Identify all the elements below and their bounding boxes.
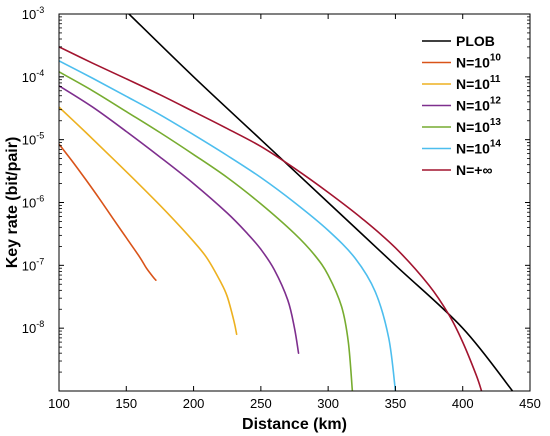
ticks-layer: 100 150 200 250 300 350 400 450 10-8 10-7 10-6 10-5… <box>22 5 541 411</box>
y-tick-label: 10-4 <box>22 68 44 85</box>
series-layer <box>59 14 514 391</box>
legend-label: N=1010 <box>456 53 501 71</box>
legend-label: N=1013 <box>456 117 501 135</box>
x-axis-title: Distance (km) <box>242 416 347 433</box>
x-tick-label: 300 <box>317 396 339 411</box>
x-tick-label: 400 <box>452 396 474 411</box>
legend-label: N=+∞ <box>456 162 492 178</box>
series-line-5 <box>59 59 397 391</box>
y-tick-label: 10-7 <box>22 256 44 273</box>
y-tick-label: 10-5 <box>22 131 44 148</box>
x-tick-label: 450 <box>519 396 541 411</box>
series-line-3 <box>59 85 300 354</box>
legend-label: N=1014 <box>456 139 501 157</box>
y-tick-label: 10-8 <box>22 319 44 336</box>
series-line-0 <box>128 14 514 391</box>
x-tick-label: 100 <box>48 396 70 411</box>
legend-label: PLOB <box>456 33 495 49</box>
x-tick-label: 250 <box>250 396 272 411</box>
x-tick-label: 350 <box>385 396 407 411</box>
y-tick-label: 10-3 <box>22 5 44 22</box>
y-axis-title: Key rate (bit/pair) <box>4 137 21 269</box>
legend: PLOB N=1010 N=1011 N=1012 N=1013 N=1014 N=+∞ <box>422 33 501 178</box>
series-line-2 <box>59 106 238 336</box>
legend-label: N=1011 <box>456 74 501 92</box>
x-tick-label: 150 <box>115 396 137 411</box>
legend-label: N=1012 <box>456 96 501 114</box>
series-line-1 <box>59 143 157 281</box>
series-line-4 <box>59 71 354 391</box>
series-line-6 <box>59 46 483 391</box>
x-tick-label: 200 <box>183 396 205 411</box>
y-tick-label: 10-6 <box>22 194 44 211</box>
